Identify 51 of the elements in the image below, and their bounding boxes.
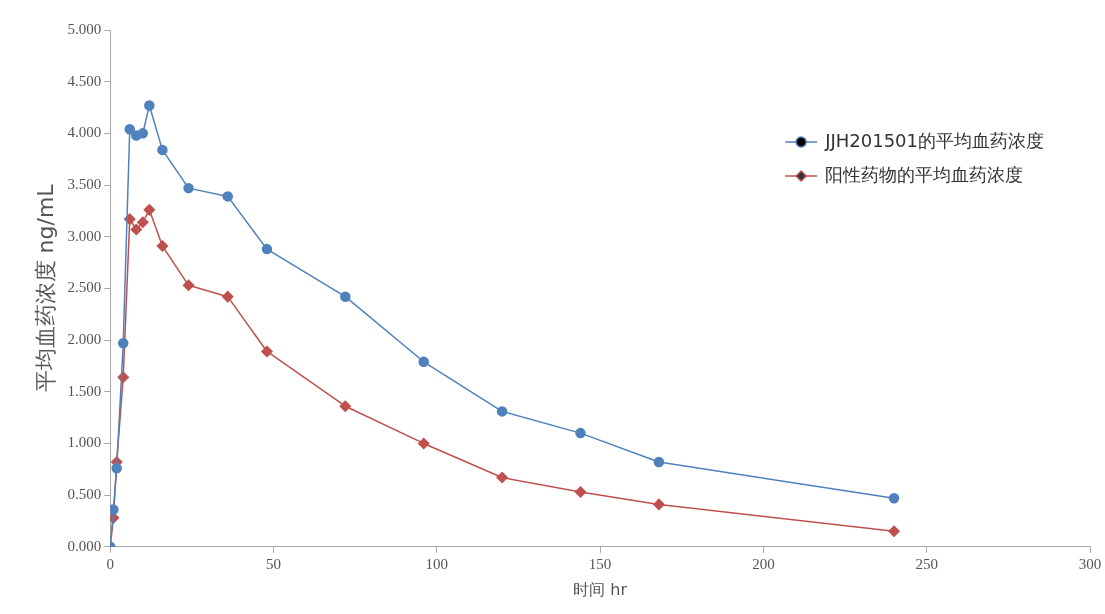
x-tick-label: 150 [588, 555, 612, 572]
point [653, 456, 665, 468]
y-tick-label: 1.000 [67, 434, 102, 451]
point [575, 427, 586, 439]
x-tick-label: 50 [265, 555, 281, 572]
x-axis-title: 时间 hr [573, 579, 628, 599]
y-tick-label: 1.500 [67, 382, 102, 399]
point [496, 406, 508, 417]
point [339, 400, 352, 412]
x-tick-label: 250 [915, 555, 938, 572]
point [417, 437, 430, 450]
legend-label: 阳性药物的平均血药浓度 [825, 163, 1024, 185]
point [130, 223, 143, 236]
point [137, 128, 149, 139]
y-tick-label: 4.000 [67, 124, 102, 141]
y-tick-label: 2.500 [67, 279, 102, 296]
y-tick-label: 4.500 [67, 72, 102, 89]
point [144, 100, 155, 111]
x-tick-label: 100 [425, 555, 449, 572]
y-axis-title: 平均血药浓度 ng/mL [32, 183, 58, 393]
y-tick-label: 0.500 [67, 486, 102, 503]
point [496, 471, 508, 484]
point [888, 525, 900, 538]
point [156, 240, 169, 252]
point [574, 486, 587, 498]
point [124, 123, 135, 135]
point [110, 504, 119, 515]
x-tick-label: 300 [1078, 555, 1102, 572]
point [143, 204, 156, 216]
point [418, 356, 429, 368]
point [221, 290, 234, 303]
point [653, 498, 665, 511]
x-tick-label: 0 [106, 555, 114, 572]
legend-label: JJH201501的平均血药浓度 [824, 129, 1045, 151]
y-tick-label: 5.000 [67, 20, 102, 37]
point [340, 291, 351, 302]
point [183, 182, 194, 194]
y-tick-label: 3.500 [67, 175, 102, 192]
point [261, 345, 273, 358]
y-tick-label: 3.000 [67, 227, 102, 244]
point [261, 243, 273, 255]
point [117, 337, 129, 349]
y-tick-label: 0.000 [67, 537, 102, 554]
point [222, 191, 233, 202]
point [182, 279, 195, 292]
point [888, 492, 900, 504]
point [157, 144, 168, 156]
point [137, 216, 149, 228]
point [111, 463, 122, 474]
y-tick-label: 2.000 [67, 331, 102, 348]
x-tick-label: 200 [752, 555, 775, 572]
